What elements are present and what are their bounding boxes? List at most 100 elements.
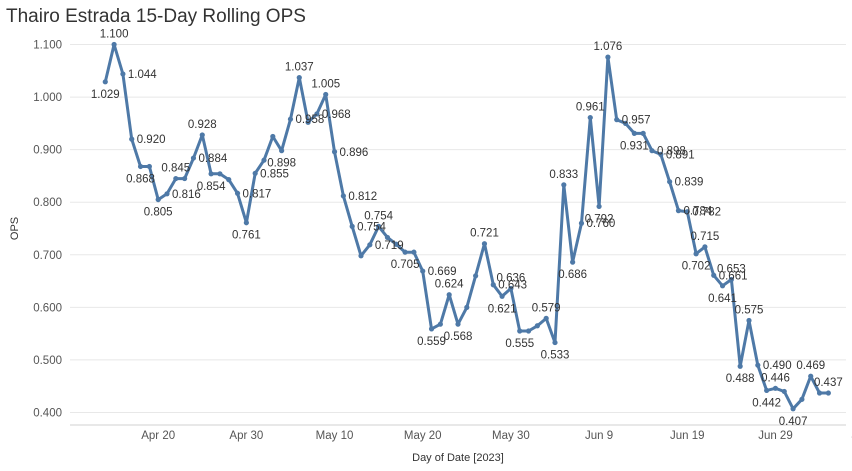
x-tick-label: Apr 20 (141, 430, 175, 442)
data-label: 1.005 (311, 78, 340, 90)
data-point (587, 114, 593, 121)
data-point (490, 282, 496, 288)
data-point (772, 385, 779, 391)
data-point (499, 293, 505, 299)
data-point (649, 148, 655, 154)
data-point (534, 323, 540, 329)
data-label: 0.661 (719, 270, 748, 282)
data-label: 0.669 (428, 266, 457, 278)
data-label: 0.555 (505, 338, 534, 350)
data-point (702, 244, 708, 250)
data-label: 0.968 (322, 109, 351, 121)
data-label: 0.575 (735, 304, 764, 316)
data-point (808, 373, 814, 379)
data-label: 0.805 (144, 207, 173, 219)
data-label: 1.100 (100, 29, 129, 41)
data-label: 0.845 (161, 163, 190, 175)
data-label: 0.784 (683, 206, 712, 218)
data-point (340, 193, 346, 199)
data-point (305, 119, 311, 125)
data-point (155, 196, 161, 203)
data-point (437, 321, 443, 327)
data-label: 0.624 (435, 279, 464, 291)
data-point (640, 130, 646, 136)
data-point (446, 292, 452, 298)
data-label: 0.437 (814, 377, 843, 389)
y-tick-label: 1.100 (33, 40, 62, 52)
data-point (376, 223, 382, 229)
data-label: 0.442 (752, 397, 781, 409)
x-axis-ticks: Apr 20 Apr 30 May 10 May 20 May 30 Jun 9 Jun 1… (141, 430, 852, 442)
data-label: 0.855 (260, 168, 289, 180)
data-label: 0.653 (717, 263, 746, 275)
data-point (349, 223, 355, 229)
data-point (129, 136, 135, 142)
data-point (622, 120, 629, 126)
data-label: 0.928 (188, 119, 217, 131)
data-label: 0.898 (657, 146, 686, 158)
data-label: 0.686 (558, 269, 587, 281)
data-point (508, 285, 514, 292)
data-point (296, 75, 302, 81)
data-point (614, 117, 620, 123)
data-label: 0.469 (796, 360, 825, 372)
data-label: 0.559 (417, 336, 446, 348)
data-point (411, 249, 417, 255)
data-point (164, 191, 170, 197)
data-point (737, 363, 743, 369)
data-label: 0.898 (267, 158, 296, 170)
y-axis-title: OPS (9, 217, 21, 240)
data-points (102, 41, 831, 412)
data-label: 1.037 (285, 62, 314, 74)
data-point (464, 304, 470, 310)
data-label: 0.568 (444, 331, 473, 343)
data-point (146, 163, 152, 170)
data-label: 0.721 (470, 228, 499, 240)
data-point (799, 396, 805, 402)
data-label: 0.891 (666, 149, 695, 161)
data-label: 0.961 (576, 102, 605, 114)
data-point (473, 273, 479, 279)
data-point (764, 387, 770, 394)
y-tick-label: 0.400 (33, 407, 62, 419)
x-tick-label: Jun 9 (585, 430, 613, 442)
data-label: 0.817 (243, 188, 272, 200)
data-point (728, 276, 734, 283)
data-label: 0.792 (585, 213, 614, 225)
chart-title: Thairo Estrada 15-Day Rolling OPS (6, 6, 306, 27)
data-point (517, 328, 523, 334)
data-label: 0.931 (620, 140, 649, 152)
data-label: 0.579 (532, 302, 561, 314)
data-point (331, 149, 338, 155)
data-point (719, 283, 726, 289)
data-label: 0.782 (692, 207, 721, 219)
data-point (790, 406, 796, 412)
data-point (711, 272, 717, 278)
y-tick-label: 0.600 (33, 302, 62, 314)
data-point (279, 148, 285, 154)
data-point (693, 251, 699, 257)
gridlines (70, 44, 846, 413)
data-label: 0.643 (498, 280, 527, 292)
data-label: 0.868 (126, 173, 155, 185)
data-point (420, 268, 426, 274)
data-point (384, 234, 391, 241)
data-label: 0.702 (682, 261, 711, 273)
data-point (314, 111, 320, 117)
data-label: 0.896 (340, 147, 369, 159)
x-tick-label: Jun 19 (670, 430, 705, 442)
data-label: 0.719 (375, 240, 404, 252)
data-point (481, 241, 488, 247)
data-point (217, 171, 223, 177)
x-tick-label: May 20 (404, 430, 442, 442)
data-point (287, 116, 294, 122)
data-label: 0.754 (357, 221, 386, 233)
x-tick-label: Jun 29 (758, 430, 793, 442)
data-label: 0.446 (761, 372, 790, 384)
y-tick-label: 0.900 (33, 145, 62, 157)
data-label: 0.641 (708, 293, 737, 305)
data-label: 0.833 (549, 169, 578, 181)
data-point (781, 388, 787, 395)
data-point (578, 220, 585, 226)
data-point (367, 242, 373, 248)
